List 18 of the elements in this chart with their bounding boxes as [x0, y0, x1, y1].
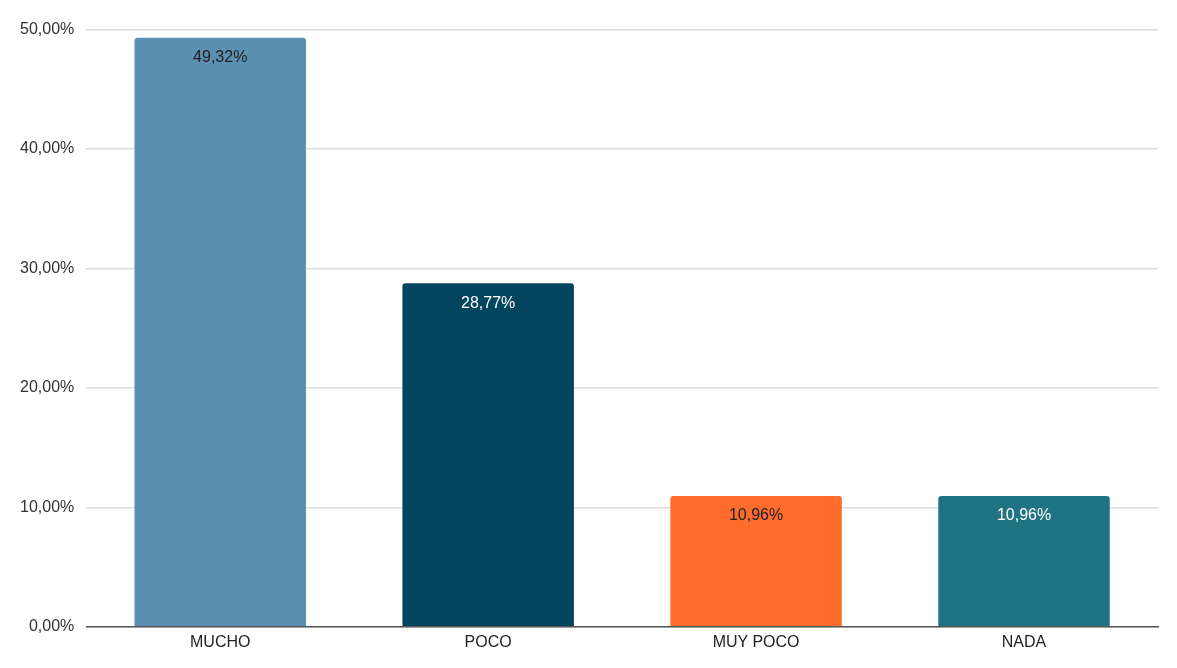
y-tick-label: 10,00%: [20, 497, 75, 515]
data-label: 10,96%: [996, 506, 1052, 524]
x-tick-label: POCO: [464, 632, 512, 650]
bar: [402, 283, 574, 627]
bar: [134, 37, 306, 627]
bar: [938, 495, 1110, 627]
y-tick-label: 20,00%: [20, 378, 75, 396]
y-tick-label: 50,00%: [20, 20, 75, 38]
data-label: 28,77%: [461, 293, 516, 311]
y-tick-label: 0,00%: [28, 617, 75, 635]
data-label: 49,32%: [193, 48, 248, 66]
x-tick-label: MUY POCO: [712, 632, 800, 650]
x-tick-label: MUCHO: [190, 632, 251, 650]
data-label: 10,96%: [728, 506, 784, 524]
x-tick-label: NADA: [1001, 632, 1047, 650]
y-tick-label: 40,00%: [20, 139, 75, 157]
y-tick-label: 30,00%: [20, 258, 75, 276]
bar: [670, 495, 842, 627]
